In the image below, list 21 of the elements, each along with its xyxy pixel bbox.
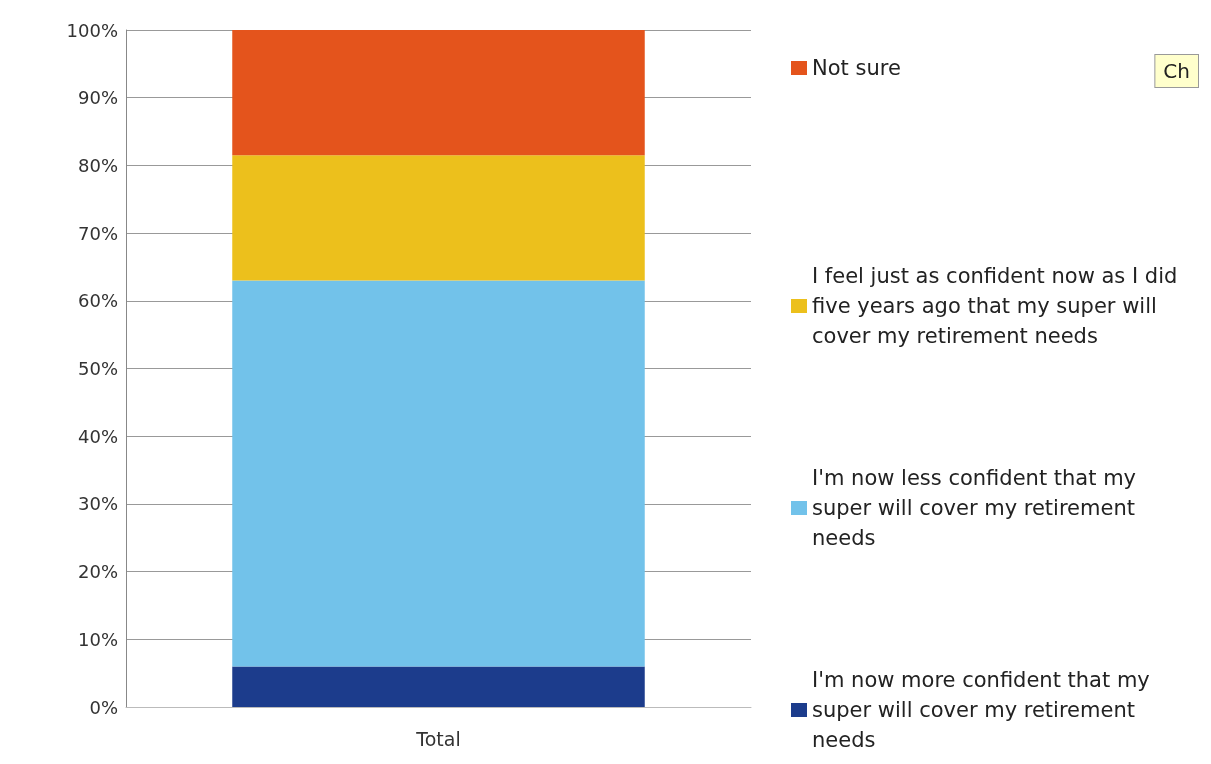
x-tick-label: Total: [415, 727, 461, 750]
y-tick-label: 30%: [77, 493, 118, 515]
bar: [232, 155, 645, 281]
bar: [232, 280, 645, 667]
legend-label: Not sure: [812, 56, 901, 80]
legend-label: I'm now more confident that my super will cover my retirement needs: [812, 668, 1157, 752]
bar: [232, 666, 645, 707]
legend-label: I feel just as confident now as I did five years ago that my super will cover my retirement needs: [812, 264, 1185, 348]
y-tick-label: 70%: [77, 222, 118, 244]
y-tick-label: 40%: [77, 425, 118, 447]
y-tick-label: 20%: [77, 561, 118, 583]
text: Ch: [1163, 59, 1190, 83]
y-tick-label: 50%: [77, 358, 118, 379]
y-tick-label: 80%: [77, 154, 118, 176]
y-tick-label: 10%: [77, 628, 118, 650]
y-tick-label: 0%: [89, 696, 118, 718]
bar: [232, 30, 645, 156]
legend-label: I'm now less confident that my super will cover my retirement needs: [812, 466, 1143, 550]
y-tick-label: 60%: [77, 290, 118, 312]
y-tick-label: 100%: [66, 19, 118, 41]
y-tick-label: 90%: [77, 87, 118, 109]
